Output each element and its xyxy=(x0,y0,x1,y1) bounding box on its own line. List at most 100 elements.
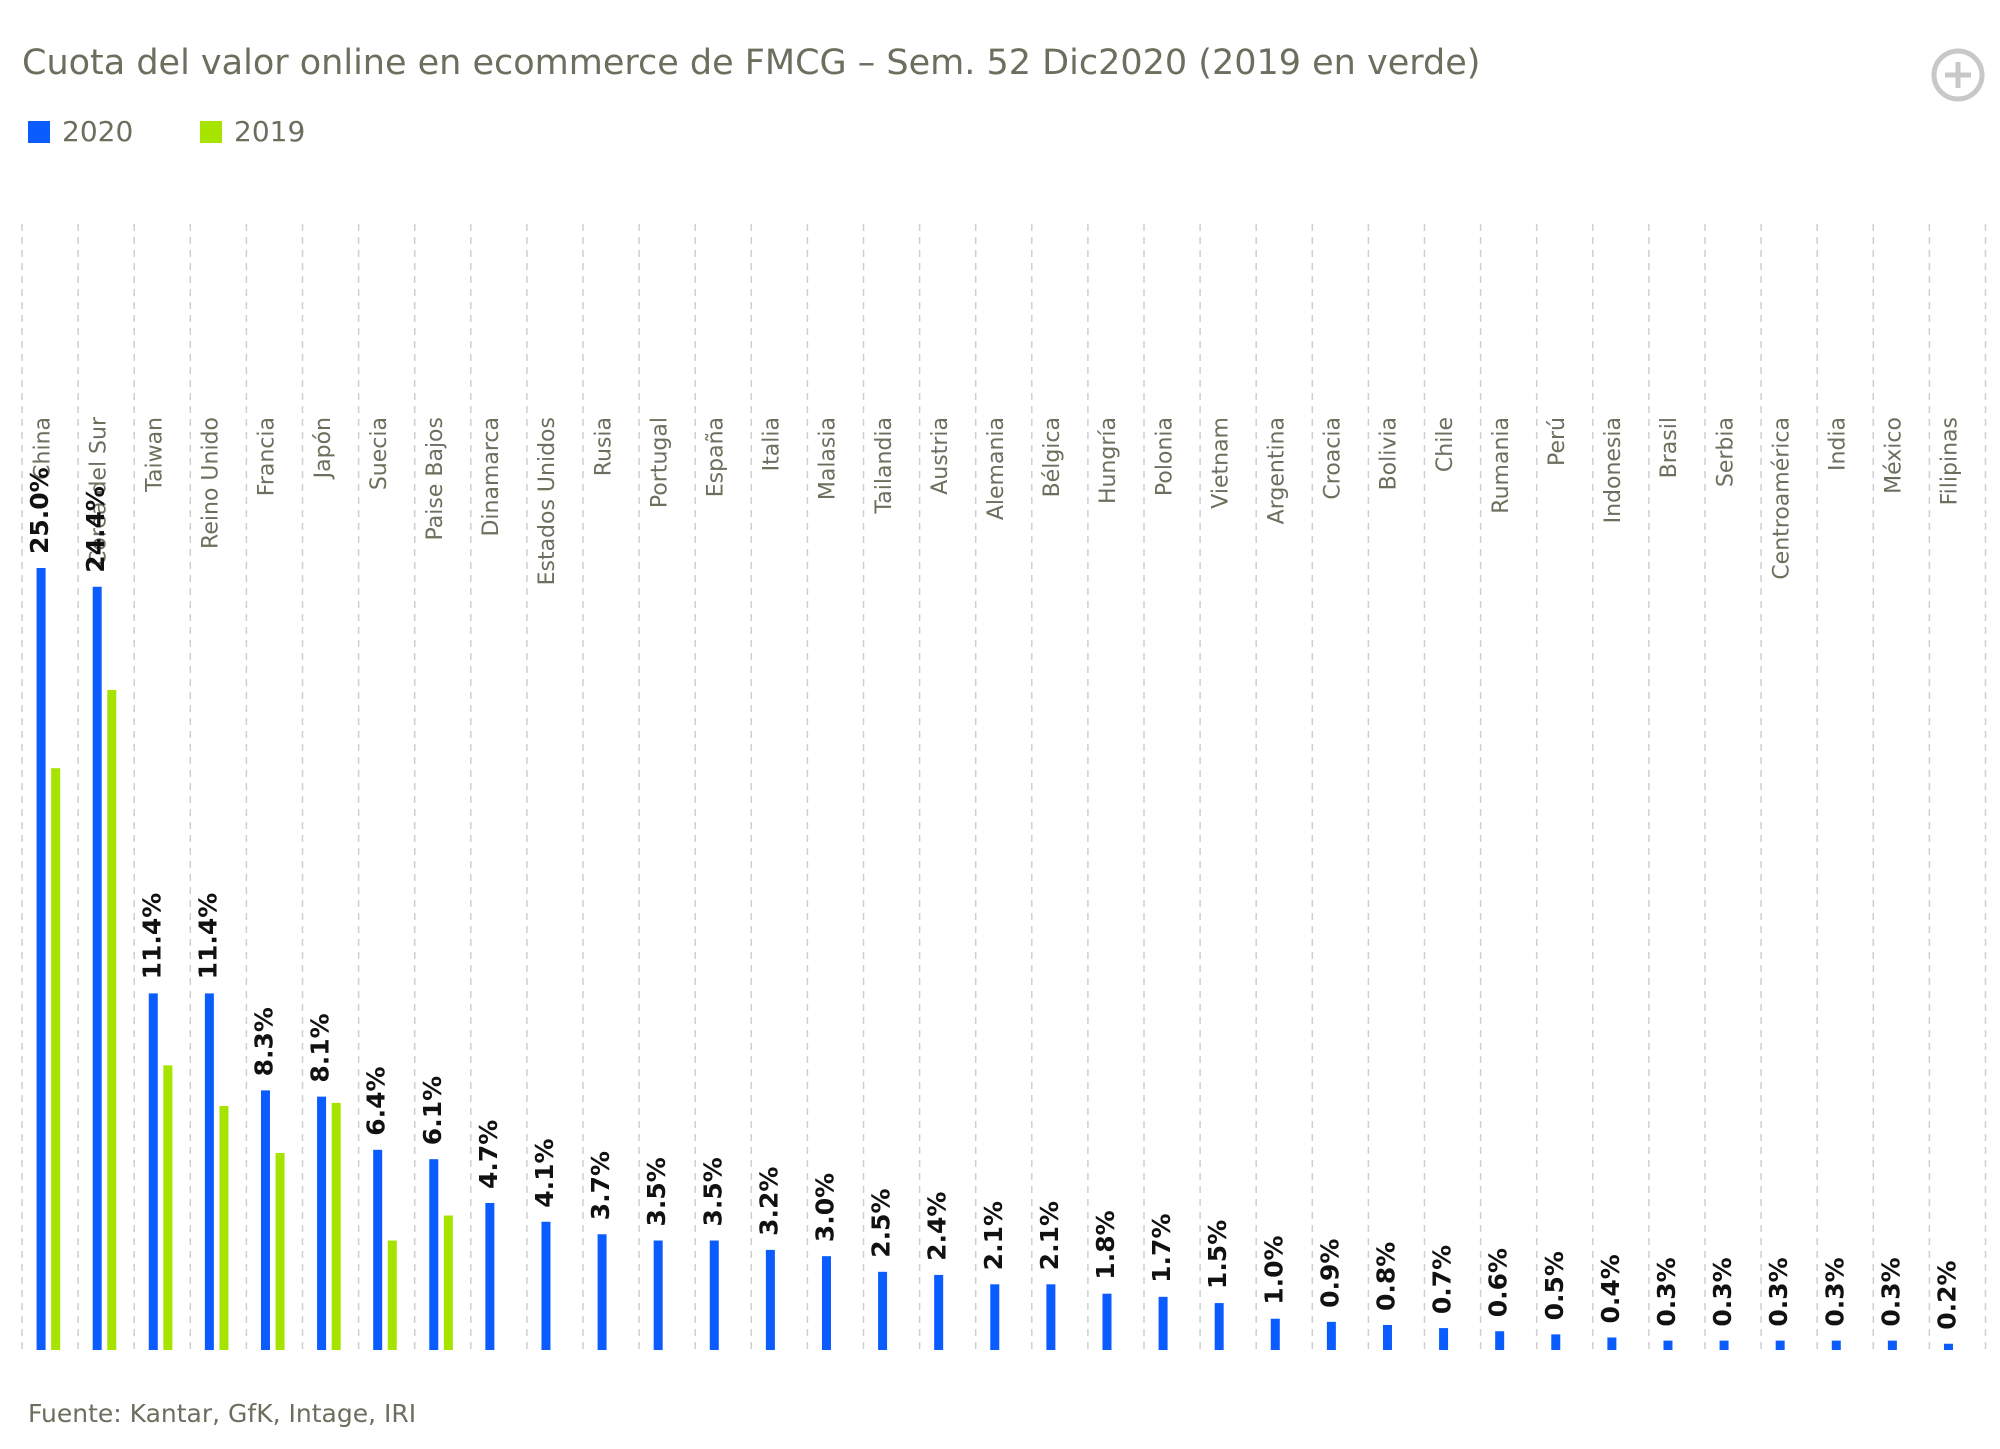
bar xyxy=(331,1102,341,1350)
value-label: 4.1% xyxy=(530,1138,559,1207)
category-label: Malasia xyxy=(816,417,841,500)
category-label: Bolivia xyxy=(1377,417,1402,490)
value-label: 0.5% xyxy=(1540,1251,1569,1320)
category-label: Bélgica xyxy=(1040,417,1065,497)
bar xyxy=(1326,1321,1336,1350)
source: Fuente: Kantar, GfK, Intage, IRI xyxy=(28,1399,416,1428)
bar xyxy=(1214,1303,1224,1350)
value-label: 11.4% xyxy=(193,893,222,980)
value-label: 2.1% xyxy=(979,1201,1008,1270)
value-label: 1.7% xyxy=(1147,1213,1176,1282)
legend-label: 2019 xyxy=(234,115,305,148)
bar xyxy=(1775,1340,1785,1350)
category-label: Hungría xyxy=(1096,417,1121,504)
bar xyxy=(1551,1334,1561,1350)
value-label: 1.5% xyxy=(1203,1220,1232,1289)
category-label: Taiwan xyxy=(143,417,168,493)
category-label: Perú xyxy=(1545,417,1570,466)
category-label: Rusia xyxy=(591,417,616,476)
value-label: 0.2% xyxy=(1932,1260,1961,1329)
value-label: 1.0% xyxy=(1259,1235,1288,1304)
category-label: Argentina xyxy=(1265,417,1290,524)
bar xyxy=(1887,1340,1897,1350)
category-label: Serbia xyxy=(1713,417,1738,487)
value-label: 25.0% xyxy=(25,467,54,554)
bar xyxy=(219,1106,229,1350)
bar xyxy=(765,1249,775,1350)
category-label: Japón xyxy=(311,417,336,480)
value-label: 24.4% xyxy=(81,486,110,573)
bar xyxy=(878,1271,888,1350)
bar xyxy=(107,689,117,1350)
bar xyxy=(1719,1340,1729,1350)
value-label: 6.1% xyxy=(418,1076,447,1145)
category-label: Indonesia xyxy=(1601,417,1626,523)
bar xyxy=(990,1284,1000,1350)
value-label: 2.1% xyxy=(1035,1201,1064,1270)
bar xyxy=(541,1221,551,1350)
bar xyxy=(1382,1324,1392,1350)
value-label: 3.0% xyxy=(810,1173,839,1242)
legend-swatch xyxy=(28,121,50,143)
bar xyxy=(597,1234,607,1350)
bar xyxy=(1831,1340,1841,1350)
category-label: Estados Unidos xyxy=(535,417,560,585)
value-label: 3.2% xyxy=(754,1167,783,1236)
value-label: 8.1% xyxy=(306,1013,335,1082)
value-label: 0.8% xyxy=(1371,1242,1400,1311)
bar xyxy=(1439,1328,1449,1350)
category-label: España xyxy=(704,417,729,497)
category-label: Tailandia xyxy=(872,417,897,515)
bar xyxy=(260,1090,270,1350)
value-label: 2.4% xyxy=(923,1192,952,1261)
bar xyxy=(1663,1340,1673,1350)
bar xyxy=(387,1240,397,1350)
category-label: Reino Unido xyxy=(199,417,224,549)
value-label: 1.8% xyxy=(1091,1210,1120,1279)
bar xyxy=(317,1096,327,1350)
category-label: India xyxy=(1826,417,1851,471)
value-label: 0.3% xyxy=(1708,1257,1737,1326)
category-label: México xyxy=(1882,417,1907,494)
bar xyxy=(934,1274,944,1350)
bar xyxy=(1046,1284,1056,1350)
value-label: 0.9% xyxy=(1315,1239,1344,1308)
value-label: 2.5% xyxy=(867,1188,896,1257)
bar xyxy=(1158,1296,1168,1350)
category-label: Italia xyxy=(760,417,785,471)
category-label: Austria xyxy=(928,417,953,495)
bar xyxy=(204,993,214,1350)
bar xyxy=(653,1240,663,1350)
category-label: Filipinas xyxy=(1938,417,1963,505)
bar xyxy=(443,1215,453,1350)
bar xyxy=(1270,1318,1280,1350)
bar xyxy=(1943,1343,1953,1350)
category-label: Dinamarca xyxy=(479,417,504,537)
category-label: Chile xyxy=(1433,417,1458,472)
value-label: 3.5% xyxy=(642,1157,671,1226)
bar xyxy=(92,586,102,1350)
category-label: Brasil xyxy=(1657,417,1682,478)
bar xyxy=(373,1149,383,1350)
value-label: 0.4% xyxy=(1596,1254,1625,1323)
expand-icon[interactable] xyxy=(1931,48,1985,102)
value-label: 0.3% xyxy=(1764,1257,1793,1326)
bar xyxy=(485,1202,495,1350)
bar xyxy=(163,1065,173,1350)
bar xyxy=(709,1240,719,1350)
value-label: 8.3% xyxy=(249,1007,278,1076)
bar xyxy=(1102,1293,1112,1350)
value-label: 0.3% xyxy=(1876,1257,1905,1326)
category-label: Corea del Sur xyxy=(86,416,111,566)
value-label: 11.4% xyxy=(137,893,166,980)
bar xyxy=(36,568,46,1350)
chart-title: Cuota del valor online en ecommerce de F… xyxy=(22,43,1480,83)
value-label: 0.3% xyxy=(1652,1257,1681,1326)
legend-swatch xyxy=(200,121,222,143)
bar xyxy=(821,1256,831,1350)
category-label: Croacia xyxy=(1321,417,1346,500)
legend-label: 2020 xyxy=(62,115,133,148)
value-label: 0.3% xyxy=(1820,1257,1849,1326)
bar xyxy=(429,1159,439,1350)
